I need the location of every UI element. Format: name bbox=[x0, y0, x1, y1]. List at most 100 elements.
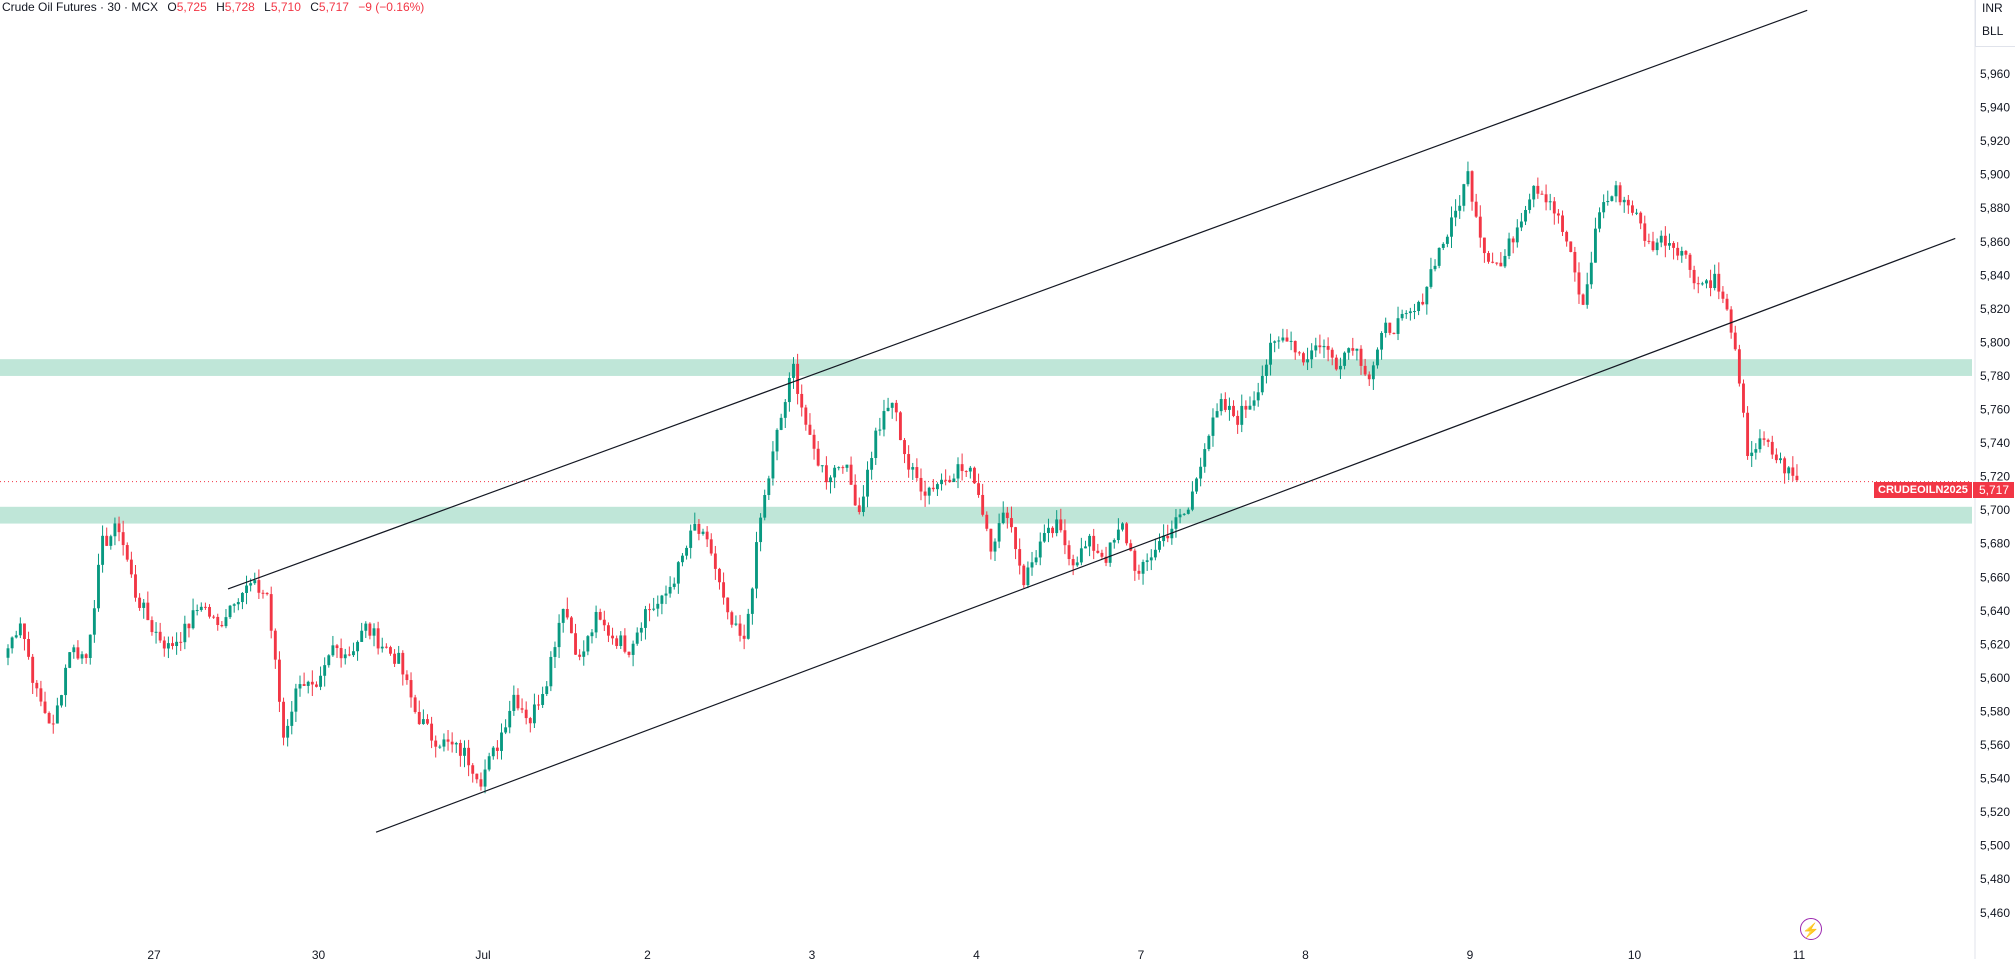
candle-body bbox=[228, 605, 232, 618]
price-axis: 5,460 5,480 5,500 5,520 5,540 5,560 5,580 5,600… bbox=[1974, 0, 2010, 959]
candle-body bbox=[586, 636, 590, 652]
candle-body bbox=[1108, 542, 1112, 563]
candle-body bbox=[1684, 250, 1688, 255]
y-tick-label: 5,960 bbox=[1980, 67, 2010, 81]
candle-body bbox=[327, 655, 331, 666]
candle-body bbox=[598, 611, 602, 620]
y-tick-label: 5,640 bbox=[1980, 604, 2010, 618]
candle-body bbox=[1030, 562, 1034, 568]
candle-body bbox=[1285, 337, 1289, 342]
candle-body bbox=[1380, 332, 1384, 350]
candle-body bbox=[705, 531, 709, 540]
candle-body bbox=[1047, 527, 1050, 534]
y-tick-label: 5,660 bbox=[1980, 570, 2010, 584]
candle-body bbox=[1112, 540, 1116, 543]
candle-body bbox=[1244, 405, 1248, 410]
candle-body bbox=[315, 684, 318, 687]
y-tick-label: 5,480 bbox=[1980, 872, 2010, 886]
candle-body bbox=[582, 651, 586, 657]
symbol-title[interactable]: Crude Oil Futures · 30 · MCX bbox=[2, 0, 159, 14]
candle-body bbox=[866, 469, 869, 497]
candle-body bbox=[857, 505, 861, 513]
y-tick-label: 5,700 bbox=[1980, 503, 2010, 517]
currency-unit-selector[interactable]: INR BLL bbox=[1975, 0, 2015, 47]
candle-body bbox=[837, 467, 841, 469]
candle-body bbox=[557, 622, 561, 648]
candle-body bbox=[1129, 543, 1133, 551]
candle-body bbox=[1729, 309, 1733, 333]
close-label: C bbox=[310, 0, 319, 14]
candle-body bbox=[446, 739, 450, 742]
candle-body bbox=[545, 686, 549, 695]
candle-body bbox=[55, 705, 59, 724]
candle-body bbox=[286, 725, 290, 738]
candle-body bbox=[775, 429, 779, 452]
candle-body bbox=[890, 402, 894, 408]
candle-body bbox=[1232, 405, 1235, 416]
candle-body bbox=[1618, 185, 1622, 203]
candle-body bbox=[10, 637, 14, 649]
candle-body bbox=[1680, 250, 1684, 256]
candle-body bbox=[1561, 215, 1564, 232]
candle-body bbox=[660, 595, 664, 604]
candle-body bbox=[861, 496, 865, 513]
unit-label[interactable]: BLL bbox=[1982, 24, 2004, 38]
candle-body bbox=[1762, 438, 1766, 440]
candle-body bbox=[413, 697, 417, 712]
candle-body bbox=[1096, 550, 1100, 553]
candle-body bbox=[1355, 348, 1359, 351]
candle-body bbox=[1162, 535, 1166, 542]
candle-body bbox=[504, 727, 508, 733]
candle-body bbox=[989, 528, 993, 552]
y-tick-label: 5,860 bbox=[1980, 235, 2010, 249]
candle-body bbox=[253, 580, 257, 584]
candle-body bbox=[27, 639, 31, 657]
y-tick-label: 5,920 bbox=[1980, 134, 2010, 148]
candle-body bbox=[1174, 517, 1178, 529]
candle-body bbox=[1700, 283, 1704, 285]
candle-body bbox=[1770, 441, 1774, 455]
candle-body bbox=[693, 523, 697, 531]
candle-body bbox=[343, 654, 347, 659]
candle-body bbox=[1014, 527, 1018, 550]
candle-body bbox=[1376, 349, 1379, 366]
y-tick-label: 5,720 bbox=[1980, 470, 2010, 484]
candle-body bbox=[985, 514, 989, 529]
candle-body bbox=[631, 643, 635, 655]
candle-body bbox=[1051, 527, 1055, 534]
candle-body bbox=[952, 478, 956, 483]
candle-body bbox=[1125, 523, 1129, 544]
candle-body bbox=[1577, 272, 1581, 295]
candle-body bbox=[1252, 400, 1256, 406]
candle-body bbox=[495, 747, 499, 751]
candle-body bbox=[1437, 247, 1441, 266]
candle-body bbox=[1042, 533, 1046, 542]
candle-body bbox=[162, 640, 166, 649]
trendlines bbox=[227, 9, 1956, 833]
x-tick-label: 7 bbox=[1138, 948, 1145, 959]
y-tick-label: 5,580 bbox=[1980, 704, 2010, 718]
candle-body bbox=[783, 402, 787, 418]
candle-body bbox=[956, 464, 960, 479]
candle-body bbox=[611, 635, 614, 639]
y-tick-label: 5,940 bbox=[1980, 101, 2010, 115]
lightning-icon[interactable]: ⚡ bbox=[1800, 918, 1822, 940]
currency-label[interactable]: INR bbox=[1982, 1, 2003, 15]
candle-body bbox=[1404, 313, 1408, 315]
candle-body bbox=[734, 623, 738, 625]
candle-body bbox=[1552, 201, 1556, 214]
candle-body bbox=[491, 747, 495, 757]
candle-body bbox=[1236, 415, 1240, 425]
candle-body bbox=[1655, 242, 1659, 251]
candle-body bbox=[1631, 205, 1634, 213]
candle-body bbox=[479, 779, 483, 787]
candle-body bbox=[541, 694, 545, 705]
candle-body bbox=[129, 559, 133, 575]
candle-body bbox=[471, 765, 475, 774]
y-tick-label: 5,600 bbox=[1980, 671, 2010, 685]
support-resistance-zones bbox=[0, 359, 1972, 524]
candle-body bbox=[923, 491, 927, 496]
candle-body bbox=[1511, 238, 1515, 243]
candle-body bbox=[323, 665, 327, 676]
